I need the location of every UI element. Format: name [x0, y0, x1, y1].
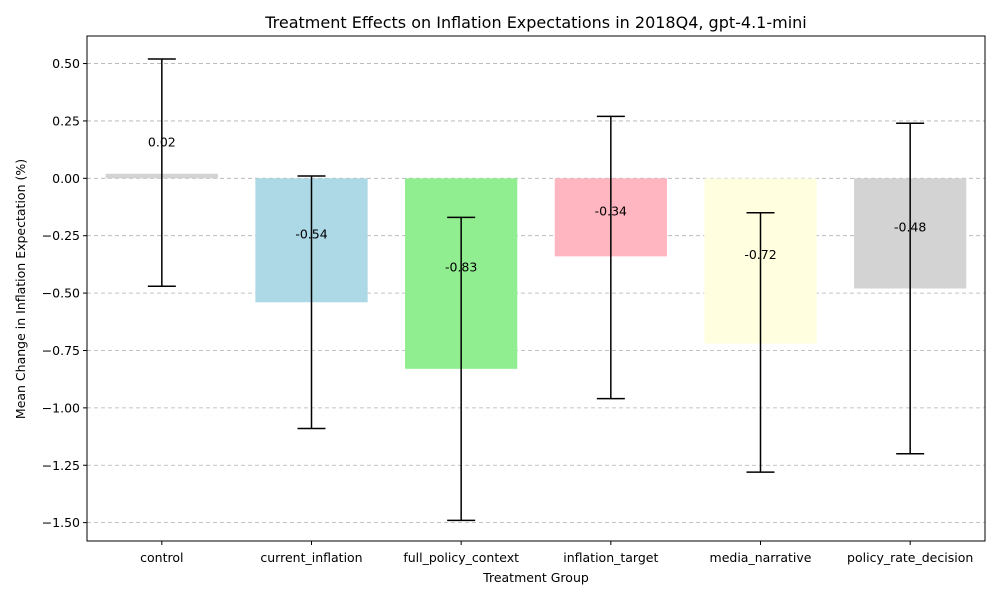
- chart-title: Treatment Effects on Inflation Expectati…: [264, 13, 807, 32]
- y-tick-label: −1.25: [42, 458, 80, 473]
- x-tick-label: inflation_target: [563, 550, 658, 565]
- y-axis-label: Mean Change in Inflation Expectation (%): [13, 159, 28, 419]
- error-bar-full_policy_context: [447, 216, 476, 522]
- y-tick-label: 0.50: [52, 56, 80, 71]
- x-tick-label: control: [140, 550, 183, 565]
- y-tick-label: −0.50: [42, 286, 80, 301]
- y-axis-ticks: 0.50 0.25 0.00 −0.25 −0.50 −0.75 −1.00 −1.25 −1.…: [42, 56, 87, 530]
- y-tick-label: −0.75: [42, 343, 80, 358]
- bar-value-label: -0.54: [295, 226, 327, 241]
- bar-value-label: -0.48: [894, 219, 926, 234]
- bar-value-label: 0.02: [148, 135, 176, 150]
- y-tick-label: 0.00: [52, 171, 80, 186]
- error-bars: [147, 58, 925, 522]
- x-axis-label: Treatment Group: [482, 570, 589, 585]
- x-tick-label: full_policy_context: [403, 550, 519, 565]
- x-tick-label: media_narrative: [710, 550, 812, 565]
- y-tick-label: −1.50: [42, 515, 80, 530]
- x-axis-ticks: control current_inflation full_policy_cont…: [140, 541, 973, 565]
- y-tick-label: −0.25: [42, 228, 80, 243]
- error-bar-inflation_target: [596, 115, 625, 400]
- x-tick-label: policy_rate_decision: [847, 550, 973, 565]
- plot-area-frame: [86, 35, 986, 542]
- bars: [105, 173, 967, 369]
- x-tick-label: current_inflation: [260, 550, 362, 565]
- gridlines: [87, 63, 985, 524]
- error-bar-control: [147, 58, 176, 287]
- y-tick-label: 0.25: [52, 113, 80, 128]
- error-bar-media_narrative: [746, 212, 775, 473]
- bar-value-label: -0.34: [595, 203, 627, 218]
- bar-value-labels: 0.02 -0.54 -0.83 -0.34 -0.72 -0.48: [148, 135, 926, 275]
- bar-value-label: -0.83: [445, 260, 477, 275]
- error-bar-current_inflation: [297, 175, 326, 430]
- y-tick-label: −1.00: [42, 400, 80, 415]
- bar-value-label: -0.72: [744, 247, 776, 262]
- error-bar-policy_rate_decision: [896, 122, 925, 455]
